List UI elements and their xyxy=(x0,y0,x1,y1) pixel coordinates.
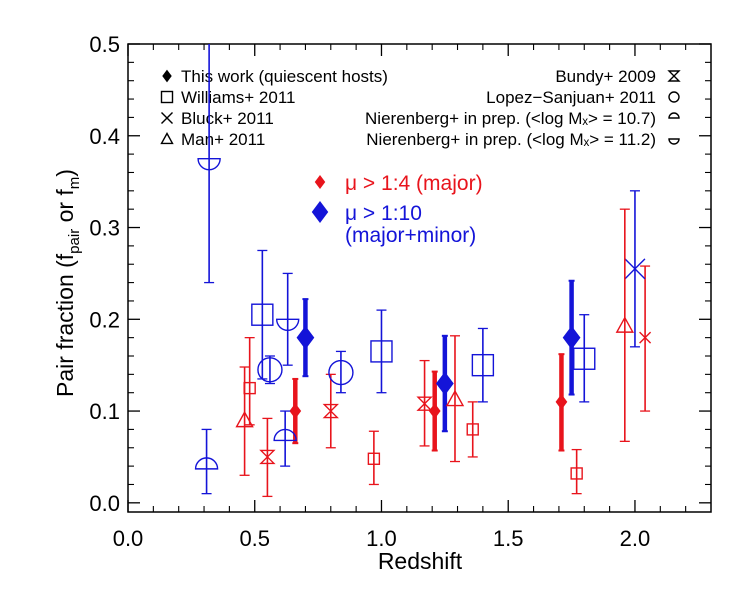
legend-left-marker xyxy=(162,69,172,83)
y-axis-title-sub2: m xyxy=(66,177,83,190)
legend-left-marker xyxy=(160,90,174,104)
legend-right-label: Nierenberg+ in prep. (<log Mₓ> = 10.7) xyxy=(365,109,656,128)
series-8 xyxy=(257,350,354,394)
data-point xyxy=(367,452,381,465)
legend-left-label: Man+ 2011 xyxy=(181,130,265,149)
data-point xyxy=(445,389,465,407)
y-tick-label: 0.3 xyxy=(89,216,120,241)
annotation-label: μ > 1:10 xyxy=(345,202,422,225)
color-annotations: μ > 1:4 (major) μ > 1:10(major+minor) xyxy=(311,172,483,247)
y-tick-label: 0.5 xyxy=(89,32,120,57)
legend-right-label: Nierenberg+ in prep. (<log Mₓ> = 11.2) xyxy=(366,130,656,149)
annotation-marker xyxy=(314,175,326,189)
series-4 xyxy=(639,265,652,412)
series-5 xyxy=(624,190,646,348)
data-point xyxy=(370,340,393,363)
y-axis-title-sub1: pair xyxy=(66,229,83,254)
x-tick-label: 0.5 xyxy=(239,526,270,551)
legend-right-label: Lopez−Sanjuan+ 2011 xyxy=(486,88,656,107)
legend-right-marker xyxy=(668,112,680,119)
data-point xyxy=(573,347,596,370)
data-point xyxy=(296,325,315,350)
data-point xyxy=(259,449,276,465)
data-point xyxy=(428,403,441,419)
legend-right-marker xyxy=(668,91,680,103)
plot-frame xyxy=(127,43,712,513)
legend-right-label: Bundy+ 2009 xyxy=(555,67,656,86)
data-point xyxy=(570,467,583,480)
legend-right-marker xyxy=(668,138,680,145)
data-point xyxy=(197,158,221,171)
legend-left: This work (quiescent hosts) Williams+ 201… xyxy=(160,67,388,149)
data-point xyxy=(273,428,297,442)
data-point xyxy=(562,325,581,350)
legend-left-label: This work (quiescent hosts) xyxy=(181,67,388,86)
data-point xyxy=(466,423,479,436)
data-point xyxy=(194,457,219,470)
y-axis-title-end: ) xyxy=(52,169,78,177)
series-0 xyxy=(289,353,568,452)
data-point-stroke xyxy=(639,331,652,344)
data-point xyxy=(639,331,652,344)
data-series xyxy=(194,44,652,498)
series-7 xyxy=(259,359,433,498)
legend-right: Bundy+ 2009 Lopez−Sanjuan+ 2011 Nierenberg… xyxy=(365,67,681,149)
legend-left-label: Williams+ 2011 xyxy=(181,88,295,107)
data-point xyxy=(235,410,254,428)
data-point xyxy=(555,394,568,410)
data-point xyxy=(275,318,300,331)
data-point xyxy=(251,303,274,326)
data-point xyxy=(624,258,646,280)
tick-labels: 0.0 0.5 1.0 1.5 2.0 0.0 0.1 0.2 0.3 0.4 0.5 xyxy=(89,32,650,551)
annotation-label: (major+minor) xyxy=(345,224,476,247)
legend-right-marker xyxy=(667,70,681,82)
data-point xyxy=(322,403,339,419)
y-tick-label: 0.0 xyxy=(89,491,120,516)
annotation-marker xyxy=(311,201,329,223)
data-point xyxy=(328,359,354,386)
annotation-label: μ > 1:4 (major) xyxy=(345,172,483,195)
x-tick-label: 0.0 xyxy=(113,526,144,551)
series-3 xyxy=(251,249,596,403)
data-point xyxy=(289,403,302,419)
x-tick-label: 2.0 xyxy=(620,526,651,551)
data-point xyxy=(471,353,495,377)
series-6 xyxy=(235,208,635,476)
data-point xyxy=(257,357,283,383)
series-2 xyxy=(243,336,583,495)
legend-left-marker xyxy=(161,112,173,124)
y-tick-label: 0.1 xyxy=(89,399,120,424)
plot-border xyxy=(127,43,712,513)
data-point xyxy=(615,316,635,333)
legend-left-marker xyxy=(160,132,174,145)
y-axis-title-main: Pair fraction (f xyxy=(52,253,78,397)
data-point xyxy=(416,396,433,411)
data-point-stroke xyxy=(624,258,646,280)
y-tick-label: 0.4 xyxy=(89,124,120,149)
x-axis-title: Redshift xyxy=(378,548,463,574)
series-10 xyxy=(197,44,300,366)
legend-left-label: Bluck+ 2011 xyxy=(181,109,274,128)
y-axis-title: Pair fraction (fpair or fm) xyxy=(52,169,83,397)
y-axis-title-mid: or f xyxy=(52,189,78,229)
legend-left-marker-stroke xyxy=(161,112,173,124)
y-tick-label: 0.2 xyxy=(89,307,120,332)
series-9 xyxy=(194,410,297,495)
data-point xyxy=(435,371,454,396)
series-1 xyxy=(296,279,581,433)
axis-ticks xyxy=(127,43,711,512)
x-tick-label: 1.0 xyxy=(366,526,397,551)
x-tick-label: 1.5 xyxy=(493,526,524,551)
